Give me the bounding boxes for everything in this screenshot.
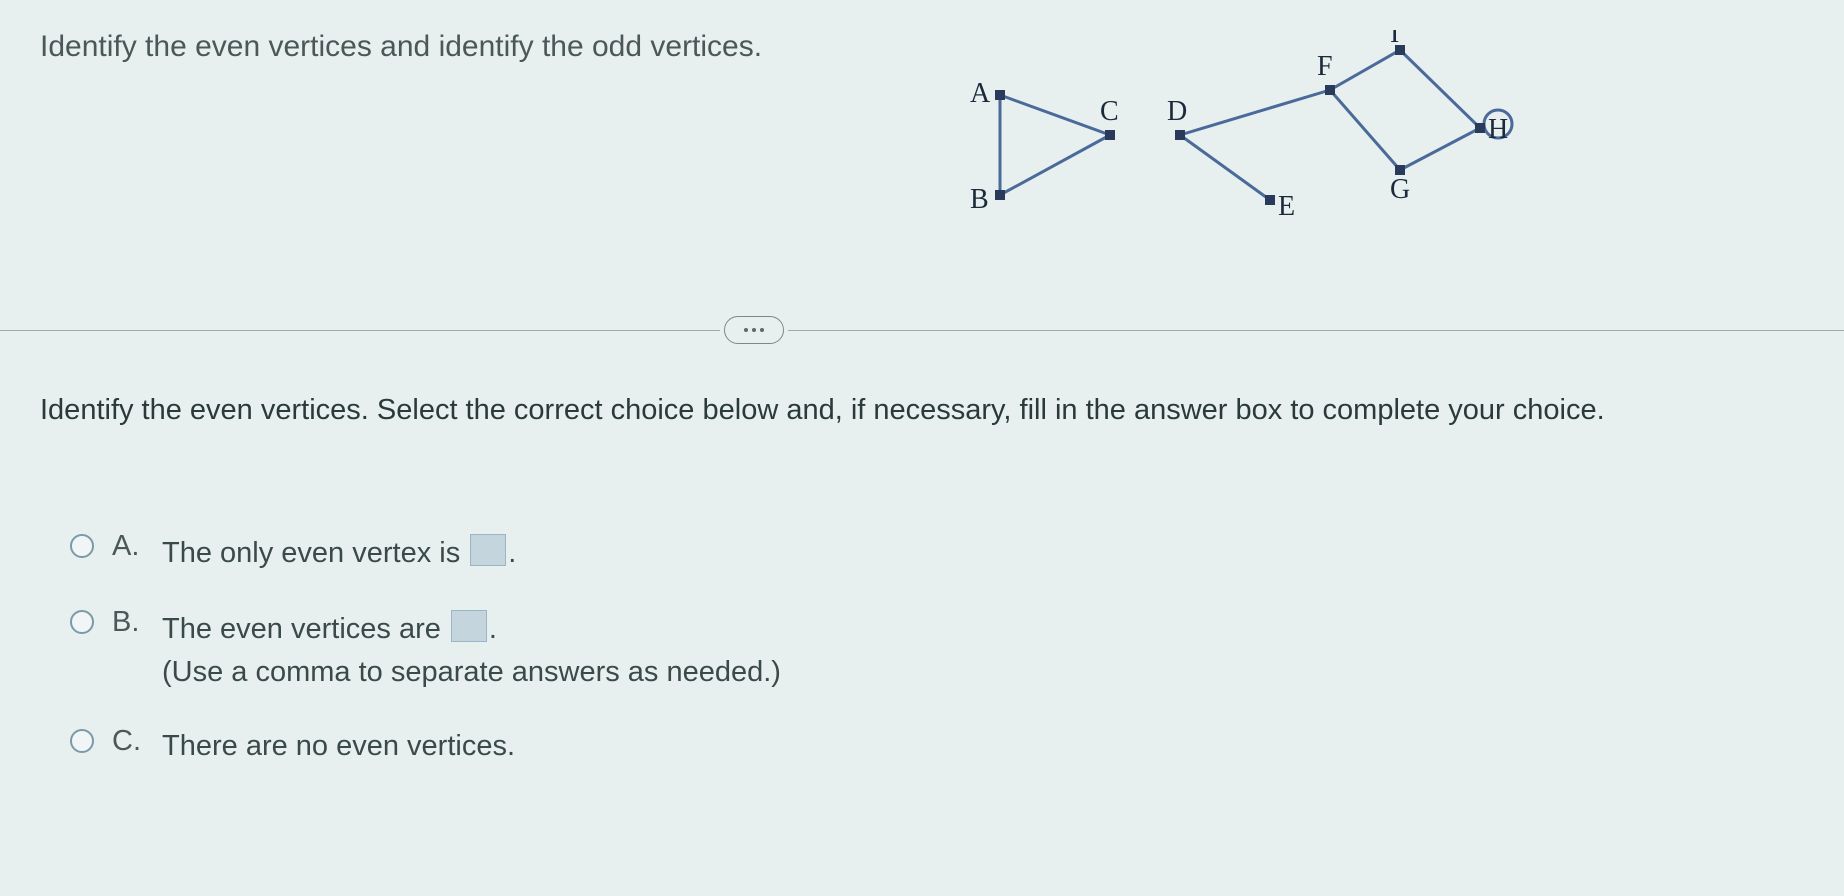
choice-text-a: The only even vertex is . — [162, 530, 516, 576]
radio-a[interactable] — [70, 534, 94, 558]
choice-a-suffix: . — [508, 537, 516, 569]
svg-text:B: B — [970, 184, 989, 215]
svg-text:E: E — [1278, 191, 1295, 222]
radio-c[interactable] — [70, 729, 94, 753]
graph-diagram: A B C D E F G H I — [960, 30, 1530, 250]
more-button[interactable] — [724, 316, 784, 344]
svg-text:D: D — [1167, 96, 1187, 127]
choice-b-hint: (Use a comma to separate answers as need… — [162, 656, 781, 688]
answer-box-b[interactable] — [451, 610, 487, 642]
svg-text:C: C — [1100, 96, 1119, 127]
choice-text-c: There are no even vertices. — [162, 725, 515, 769]
divider-line — [0, 330, 720, 331]
divider-line — [788, 330, 1844, 331]
choice-a-prefix: The only even vertex is — [162, 537, 468, 569]
choice-b-prefix: The even vertices are — [162, 613, 449, 645]
svg-text:F: F — [1317, 51, 1333, 82]
question-title: Identify the even vertices and identify … — [40, 30, 1804, 64]
choice-b: B. The even vertices are . (Use a comma … — [70, 606, 781, 695]
choice-c-text: There are no even vertices. — [162, 730, 515, 762]
choice-letter-a: A. — [112, 530, 162, 563]
choice-b-suffix: . — [489, 613, 497, 645]
answer-box-a[interactable] — [470, 534, 506, 566]
answer-choices: A. The only even vertex is . B. The even… — [70, 530, 781, 798]
section-divider — [0, 316, 1844, 344]
choice-a: A. The only even vertex is . — [70, 530, 781, 576]
choice-letter-b: B. — [112, 606, 162, 639]
sub-question-prompt: Identify the even vertices. Select the c… — [40, 390, 1804, 431]
svg-text:G: G — [1390, 174, 1410, 205]
svg-text:H: H — [1488, 114, 1508, 145]
choice-c: C. There are no even vertices. — [70, 725, 781, 769]
choice-text-b: The even vertices are . (Use a comma to … — [162, 606, 781, 695]
choice-letter-c: C. — [112, 725, 162, 758]
svg-text:I: I — [1390, 30, 1399, 49]
svg-text:A: A — [970, 78, 991, 109]
radio-b[interactable] — [70, 610, 94, 634]
